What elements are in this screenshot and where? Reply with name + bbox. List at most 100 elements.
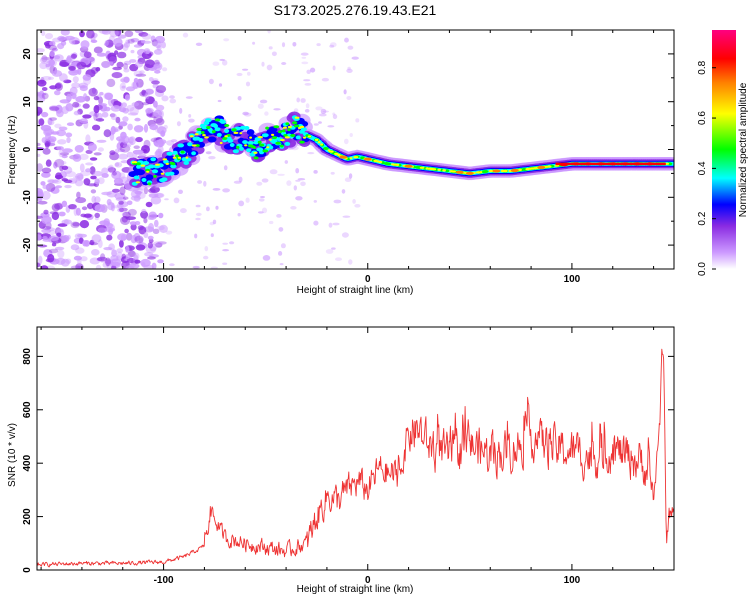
- noise-blob: [138, 32, 149, 37]
- noise-blob: [101, 62, 109, 69]
- noise-blob: [72, 222, 80, 227]
- noise-blob: [92, 124, 101, 131]
- x-tick-label: 0: [365, 274, 371, 285]
- noise-blob: [42, 236, 48, 240]
- noise-blob: [119, 144, 131, 153]
- noise-blob: [87, 143, 97, 152]
- noise-blob: [149, 124, 158, 131]
- ridge-blob: [151, 169, 159, 174]
- noise-blob: [59, 152, 70, 156]
- noise-blob: [313, 170, 318, 174]
- noise-blob: [73, 255, 82, 261]
- noise-blob: [41, 57, 52, 60]
- noise-blob: [51, 70, 63, 77]
- noise-blob: [83, 178, 91, 186]
- noise-blob: [310, 67, 316, 73]
- noise-blob: [37, 234, 42, 241]
- noise-blob: [130, 190, 141, 199]
- noise-blob: [63, 179, 73, 184]
- noise-blob: [278, 251, 283, 256]
- noise-blob: [115, 116, 121, 124]
- noise-blob: [121, 102, 127, 108]
- y-tick-label: 600: [22, 401, 33, 418]
- noise-blob: [43, 209, 49, 215]
- noise-blob: [109, 152, 120, 161]
- x-tick-label: -100: [154, 274, 174, 285]
- noise-blob: [261, 178, 269, 183]
- noise-blob: [300, 181, 306, 187]
- noise-blob: [117, 51, 127, 59]
- noise-blob: [293, 185, 297, 191]
- noise-blob: [140, 258, 151, 267]
- snr-ticks: -100 0 100 800 600 400 200 0: [22, 327, 674, 586]
- noise-blob: [101, 191, 112, 196]
- noise-blob: [346, 68, 353, 74]
- noise-blob: [219, 58, 226, 61]
- ridge-blob: [483, 170, 489, 173]
- noise-blob: [348, 259, 353, 265]
- noise-blob: [68, 66, 76, 71]
- noise-blob: [150, 35, 156, 43]
- ridge-blob: [285, 122, 290, 126]
- noise-blob: [110, 113, 117, 121]
- noise-blob: [37, 142, 41, 147]
- noise-blob: [53, 161, 58, 169]
- noise-blob: [110, 125, 116, 135]
- noise-blob: [70, 244, 80, 251]
- noise-blob: [134, 61, 144, 68]
- noise-blob: [297, 178, 306, 181]
- noise-blob: [269, 220, 274, 225]
- ridge-blob: [170, 164, 177, 169]
- noise-blob: [75, 197, 87, 204]
- noise-blob: [155, 85, 167, 94]
- noise-blob: [154, 192, 165, 199]
- snr-x-label: Height of straight line (km): [297, 584, 414, 595]
- noise-blob: [61, 219, 72, 225]
- noise-blob: [155, 104, 165, 111]
- noise-blob: [65, 56, 73, 64]
- noise-blob: [130, 235, 137, 244]
- noise-blob: [54, 174, 64, 180]
- noise-blob: [124, 228, 129, 234]
- noise-blob: [169, 98, 177, 104]
- noise-blob: [49, 41, 56, 46]
- ridge-blob: [135, 181, 140, 184]
- noise-blob: [259, 198, 265, 202]
- noise-blob: [114, 162, 123, 168]
- noise-blob: [333, 199, 342, 204]
- ridge-blob: [293, 124, 300, 128]
- noise-blob: [49, 105, 60, 111]
- noise-blob: [58, 126, 68, 131]
- noise-blob: [150, 196, 162, 205]
- noise-blob: [123, 76, 130, 83]
- noise-blob: [166, 140, 175, 146]
- noise-blob: [121, 212, 127, 217]
- noise-blob: [144, 59, 155, 68]
- snr-y-label: SNR (10 * v/v): [7, 423, 18, 487]
- ridge-blob: [283, 134, 288, 137]
- ridge-blob: [253, 140, 259, 145]
- noise-blob: [37, 106, 43, 115]
- noise-blob: [80, 256, 88, 262]
- noise-blob: [94, 196, 101, 204]
- noise-blob: [284, 160, 288, 164]
- noise-blob: [242, 111, 249, 116]
- noise-blob: [111, 72, 123, 79]
- ridge-blob: [262, 149, 269, 153]
- noise-blob: [44, 140, 50, 149]
- noise-blob: [85, 134, 91, 143]
- noise-blob: [57, 43, 65, 50]
- noise-blob: [40, 56, 49, 64]
- noise-blob: [342, 215, 351, 218]
- noise-blob: [71, 82, 81, 89]
- noise-blob: [88, 87, 98, 97]
- noise-blob: [139, 70, 145, 75]
- noise-blob: [65, 132, 73, 138]
- ridge-blob: [294, 116, 300, 119]
- noise-blob: [258, 211, 264, 214]
- noise-blob: [164, 198, 169, 201]
- noise-blob: [313, 200, 317, 203]
- noise-blob: [64, 184, 72, 189]
- noise-blob: [90, 189, 97, 194]
- noise-blob: [218, 83, 223, 87]
